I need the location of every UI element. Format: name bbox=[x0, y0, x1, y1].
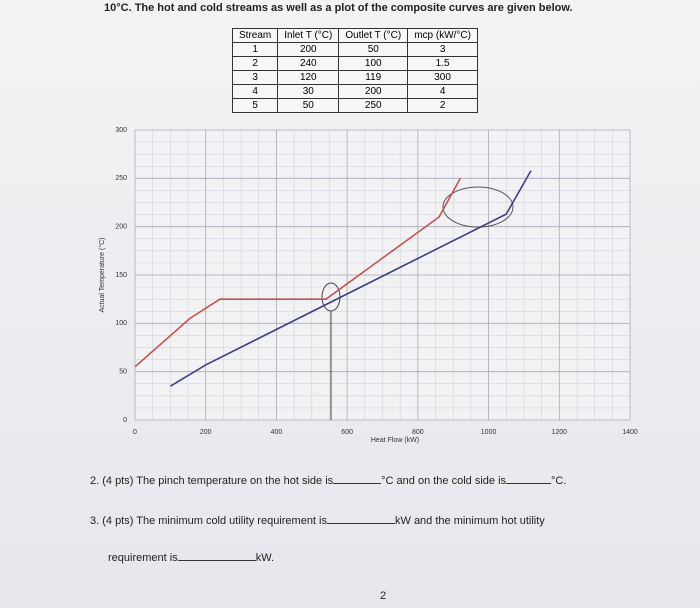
x-tick-label: 1000 bbox=[481, 429, 497, 436]
table-cell: 2 bbox=[407, 98, 478, 113]
y-tick-label: 0 bbox=[123, 417, 127, 424]
series-line bbox=[169, 170, 532, 387]
question-text: 2. (4 pts) The pinch temperature on the … bbox=[90, 475, 334, 487]
question-text: requirement is bbox=[108, 552, 178, 564]
question-text: °C and on the cold side is bbox=[381, 475, 507, 487]
question-text: kW. bbox=[255, 552, 275, 564]
y-axis-label: Actual Temperature (°C) bbox=[98, 237, 106, 312]
table-cell: 5 bbox=[231, 98, 279, 113]
y-tick-label: 150 bbox=[115, 272, 127, 279]
x-axis-label: Heat Flow (kW) bbox=[371, 437, 419, 444]
y-tick-label: 250 bbox=[115, 175, 127, 182]
y-tick-label: 50 bbox=[119, 369, 127, 376]
x-tick-label: 400 bbox=[271, 429, 283, 436]
stream-table: Stream Inlet T (°C) Outlet T (°C) mcp (k… bbox=[231, 28, 478, 113]
question-text: °C. bbox=[551, 475, 567, 487]
question-text: 3. (4 pts) The minimum cold utility requ… bbox=[90, 515, 327, 527]
table-row: 5 50 250 2 bbox=[231, 98, 478, 113]
table-cell: 50 bbox=[277, 98, 340, 113]
x-tick-label: 600 bbox=[341, 429, 353, 436]
question-3: 3. (4 pts) The minimum cold utility requ… bbox=[90, 513, 545, 527]
x-tick-label: 0 bbox=[133, 429, 137, 436]
annotation-circle bbox=[442, 186, 514, 228]
x-tick-label: 1400 bbox=[622, 429, 638, 436]
x-tick-label: 800 bbox=[412, 429, 424, 436]
series-line bbox=[134, 177, 461, 368]
header: 10°C. The hot and cold streams as well a… bbox=[104, 2, 573, 14]
page-number: 2 bbox=[380, 590, 387, 602]
y-tick-label: 300 bbox=[115, 127, 127, 134]
question-text: kW and the minimum hot utility bbox=[395, 515, 545, 527]
table-row: 3 120 119 300 bbox=[231, 70, 478, 85]
question-2: 2. (4 pts) The pinch temperature on the … bbox=[90, 473, 566, 487]
x-tick-label: 200 bbox=[200, 429, 212, 436]
y-tick-label: 100 bbox=[115, 320, 127, 327]
table-row: 4 30 200 4 bbox=[231, 84, 478, 99]
x-tick-label: 1200 bbox=[551, 429, 567, 436]
question-3-cont: requirement is kW. bbox=[108, 550, 274, 564]
y-tick-label: 200 bbox=[115, 224, 127, 231]
table-cell: 250 bbox=[338, 98, 409, 113]
